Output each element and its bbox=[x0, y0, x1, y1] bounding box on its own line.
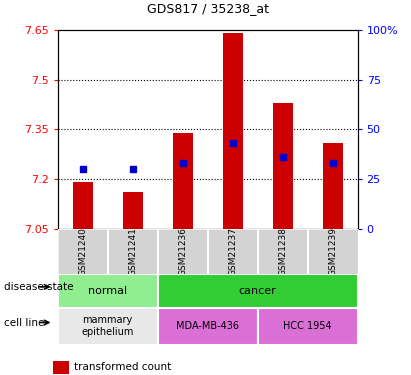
Bar bbox=[53, 361, 69, 374]
Bar bbox=[157, 308, 258, 345]
Text: GSM21238: GSM21238 bbox=[278, 227, 287, 276]
Text: cancer: cancer bbox=[239, 286, 277, 296]
Text: GSM21241: GSM21241 bbox=[128, 227, 137, 276]
Text: GSM21239: GSM21239 bbox=[328, 227, 337, 276]
Text: transformed count: transformed count bbox=[74, 362, 171, 372]
Bar bbox=[223, 33, 242, 229]
Text: disease state: disease state bbox=[4, 282, 74, 292]
Bar bbox=[122, 192, 143, 229]
Text: MDA-MB-436: MDA-MB-436 bbox=[176, 321, 239, 331]
Bar bbox=[58, 308, 157, 345]
Bar bbox=[173, 133, 192, 229]
Bar bbox=[58, 274, 157, 308]
Text: GSM21236: GSM21236 bbox=[178, 227, 187, 276]
Text: GSM21237: GSM21237 bbox=[228, 227, 237, 276]
Text: cell line: cell line bbox=[4, 318, 44, 327]
Text: normal: normal bbox=[88, 286, 127, 296]
Text: mammary
epithelium: mammary epithelium bbox=[81, 315, 134, 337]
Bar bbox=[157, 274, 358, 308]
Text: GDS817 / 35238_at: GDS817 / 35238_at bbox=[147, 2, 268, 15]
Text: HCC 1954: HCC 1954 bbox=[283, 321, 332, 331]
Bar bbox=[323, 142, 342, 229]
Bar bbox=[73, 182, 92, 229]
Bar bbox=[272, 103, 293, 229]
Text: GSM21240: GSM21240 bbox=[78, 227, 87, 276]
Bar bbox=[258, 308, 358, 345]
